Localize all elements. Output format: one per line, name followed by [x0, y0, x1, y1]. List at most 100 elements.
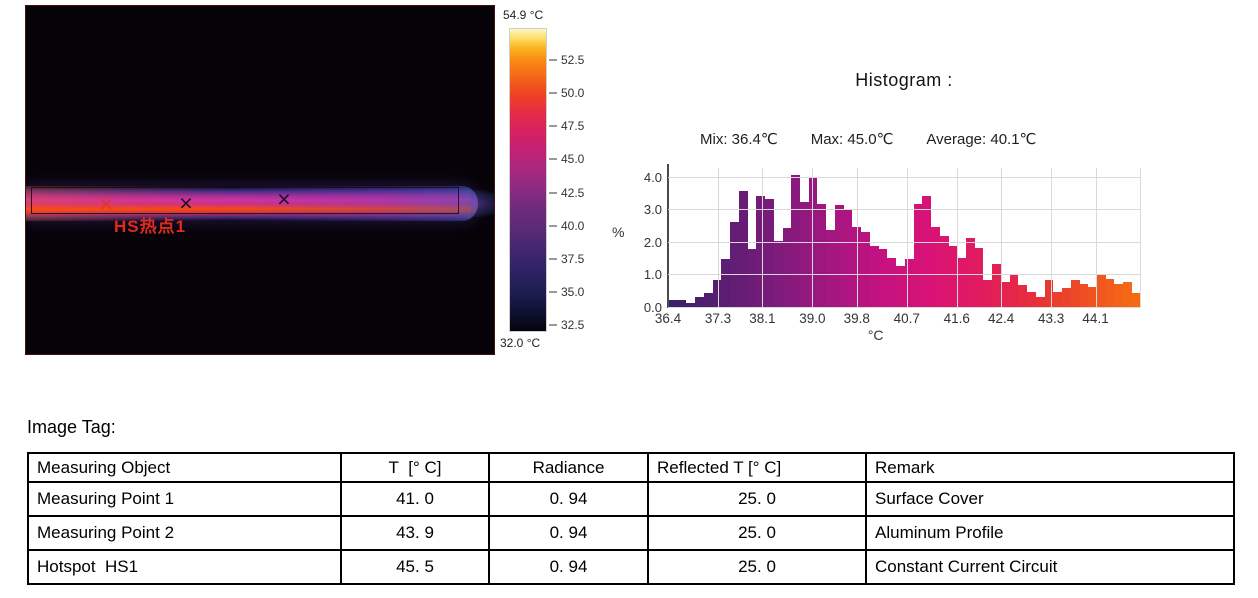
- cell-reflected-t: 25. 0: [647, 515, 867, 551]
- table-row-hotspot-hs1: Hotspot HS1 45. 5 0. 94 25. 0 Constant C…: [27, 549, 1235, 585]
- x-tick-label: 40.7: [893, 311, 920, 326]
- histogram-bar: [1123, 281, 1132, 308]
- histogram-bar: [992, 264, 1001, 308]
- histogram-bar: [721, 259, 731, 308]
- gridline-horizontal: [668, 241, 1140, 243]
- histogram-bar: [1053, 291, 1063, 308]
- histogram-bar: [922, 195, 932, 308]
- histogram-bar: [747, 249, 757, 308]
- x-tick-label: 38.1: [749, 311, 776, 326]
- gridline-horizontal: [668, 176, 1140, 178]
- scale-tick-label: 50.0: [561, 86, 585, 101]
- histogram-panel: Histogram : Mix: 36.4℃ Max: 45.0℃ Averag…: [600, 60, 1180, 360]
- scale-min-label: 32.0 °C: [500, 336, 541, 350]
- marker-measuring-point-2: ×: [277, 186, 291, 212]
- scale-tick-label: 32.5: [561, 318, 585, 333]
- cell-remark: Surface Cover: [865, 481, 1235, 517]
- histogram-bar: [1114, 283, 1124, 308]
- table-row-measuring-point-2: Measuring Point 2 43. 9 0. 94 25. 0 Alum…: [27, 515, 1235, 551]
- histogram-bar: [703, 293, 713, 308]
- histogram-bar: [843, 210, 853, 308]
- histogram-bar: [974, 247, 984, 308]
- histogram-bar: [983, 280, 993, 308]
- gridline-horizontal: [668, 274, 1140, 276]
- cell-temperature: 45. 5: [340, 549, 490, 585]
- cell-remark: Constant Current Circuit: [865, 549, 1235, 585]
- cell-temperature: 41. 0: [340, 481, 490, 517]
- histogram-bar: [1088, 286, 1097, 308]
- scale-tick-mark: [549, 158, 557, 161]
- histogram-bar: [1079, 283, 1089, 308]
- histogram-bar: [887, 257, 897, 308]
- histogram-bar: [791, 174, 801, 308]
- gridline-vertical: [856, 168, 858, 308]
- histogram-bar: [861, 231, 870, 308]
- histogram-bar: [1131, 293, 1141, 308]
- histogram-bar: [1070, 280, 1080, 308]
- scale-tick-label: 42.5: [561, 185, 585, 200]
- cell-radiance: 0. 94: [488, 515, 649, 551]
- temperature-gradient-bar: [509, 28, 547, 332]
- scale-tick-label: 37.5: [561, 251, 585, 266]
- table-header-row: Measuring Object T [° C] Radiance Reflec…: [27, 452, 1235, 483]
- scale-tick-mark: [549, 224, 557, 227]
- stat-min: Mix: 36.4℃: [700, 131, 778, 148]
- gridline-vertical: [906, 168, 908, 308]
- heated-strip-tip: [471, 190, 494, 217]
- histogram-bar: [800, 202, 809, 308]
- scale-tick-mark: [549, 191, 557, 194]
- cell-object: Measuring Point 1: [27, 481, 342, 517]
- histogram-bar: [1044, 280, 1054, 308]
- histogram-bar: [1027, 291, 1036, 308]
- histogram-bar: [756, 195, 766, 308]
- histogram-bar: [1000, 281, 1010, 308]
- histogram-bar: [948, 246, 958, 308]
- x-tick-label: 44.1: [1082, 311, 1109, 326]
- gridline-vertical: [1095, 168, 1097, 308]
- gridline-horizontal: [668, 307, 1140, 308]
- stat-max: Max: 45.0℃: [810, 131, 894, 148]
- histogram-bar: [738, 190, 748, 308]
- cell-object: Hotspot HS1: [27, 549, 342, 585]
- gridline-vertical: [762, 168, 764, 308]
- measurement-table: Measuring Object T [° C] Radiance Reflec…: [27, 452, 1235, 585]
- gridline-vertical: [1001, 168, 1003, 308]
- histogram-bar: [1105, 278, 1115, 308]
- marker-hotspot-hs1: ×: [99, 191, 113, 217]
- histogram-title: Histogram :: [855, 70, 953, 90]
- cell-reflected-t: 25. 0: [647, 549, 867, 585]
- scale-tick-mark: [549, 291, 557, 294]
- scale-tick-mark: [549, 92, 557, 95]
- histogram-bar: [695, 296, 704, 308]
- x-tick-label: 41.6: [943, 311, 970, 326]
- histogram-bar: [878, 249, 888, 308]
- histogram-plot: % °C 0.0 1.0 2.0 3.0 4.0 36.4 37.3 38.1 39.0 39.8…: [612, 164, 1141, 343]
- histogram-bar: [765, 198, 774, 308]
- histogram-bar: [1009, 275, 1019, 308]
- y-tick-label: 3.0: [643, 202, 662, 218]
- cell-radiance: 0. 94: [488, 481, 649, 517]
- scale-tick-label: 40.0: [561, 218, 585, 233]
- gridline-vertical: [717, 168, 719, 308]
- y-tick-label: 4.0: [643, 169, 662, 185]
- scale-tick-label: 35.0: [561, 285, 585, 300]
- histogram-bar: [686, 303, 696, 308]
- x-tick-label: 39.8: [843, 311, 870, 326]
- scale-tick-mark: [549, 58, 557, 61]
- cell-temperature: 43. 9: [340, 515, 490, 551]
- gridline-vertical: [1140, 168, 1141, 308]
- histogram-bar: [957, 257, 966, 308]
- col-header-radiance: Radiance: [488, 452, 649, 483]
- scale-tick-mark: [549, 324, 557, 327]
- histogram-bar: [896, 265, 905, 308]
- histogram-bar: [826, 229, 835, 308]
- histogram-bar: [965, 238, 975, 308]
- cell-radiance: 0. 94: [488, 549, 649, 585]
- col-header-measuring-object: Measuring Object: [27, 452, 342, 483]
- hotspot-label: HS热点1: [114, 217, 187, 236]
- histogram-bar: [1062, 288, 1071, 308]
- histogram-bar: [939, 236, 949, 308]
- measurement-region-box: [31, 187, 459, 214]
- y-axis-unit-label: %: [612, 224, 625, 240]
